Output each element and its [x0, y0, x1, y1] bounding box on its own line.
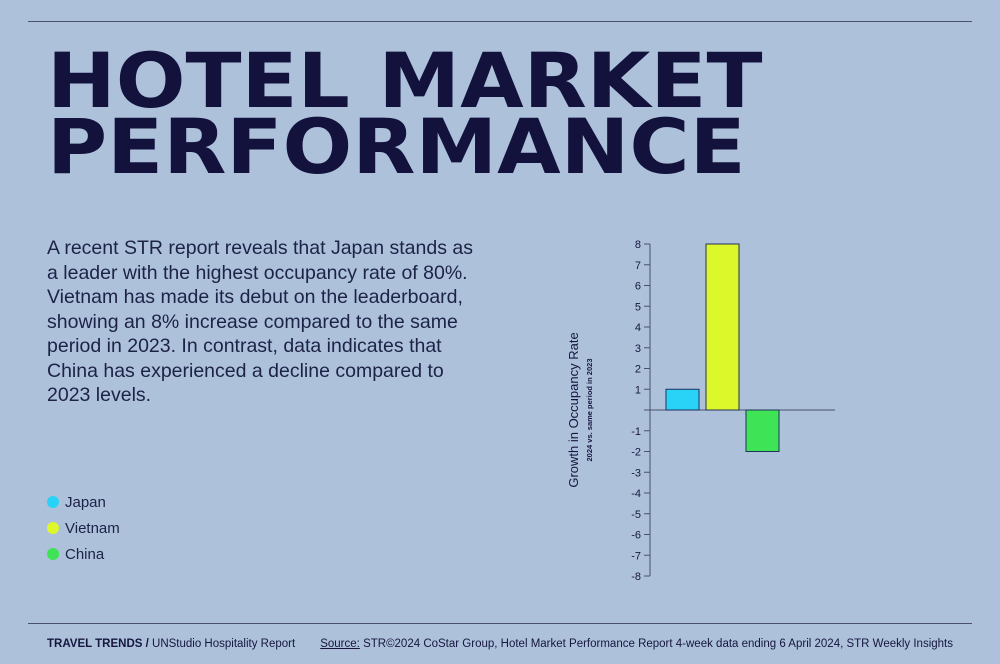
legend-item-vietnam: Vietnam	[47, 515, 120, 541]
y-tick-label: 8	[635, 239, 641, 251]
y-tick-label: -1	[631, 426, 641, 438]
occupancy-bar-chart: 8 7 6 5 4 3 2 1 -1 -2 -3 -4 -5 -6 -7 -8 Growth in Occupa…	[566, 239, 835, 583]
y-tick-label: -3	[631, 467, 641, 479]
legend-dot-vietnam	[47, 522, 59, 534]
y-axis-title: Growth in Occupancy Rate	[566, 332, 581, 487]
y-tick-label: 4	[635, 322, 641, 334]
footer-source-label: Source:	[320, 638, 360, 650]
y-tick-label: 3	[635, 343, 641, 355]
legend-dot-japan	[47, 496, 59, 508]
legend-label-japan: Japan	[65, 493, 106, 511]
bar-japan	[665, 388, 700, 411]
legend-item-japan: Japan	[47, 489, 120, 515]
footer-brand-name: TRAVEL TRENDS /	[47, 638, 149, 650]
title-line-1: HOTEL MARKET	[47, 36, 763, 125]
footer-report-name: UNStudio Hospitality Report	[152, 638, 296, 650]
legend-dot-china	[47, 548, 59, 560]
footer-brand: TRAVEL TRENDS / UNStudio Hospitality Rep…	[47, 638, 295, 650]
legend-label-vietnam: Vietnam	[65, 519, 120, 537]
bar-china	[745, 409, 780, 452]
y-tick-label: -8	[631, 571, 641, 583]
legend: Japan Vietnam China	[47, 489, 120, 567]
y-axis-subtitle: 2024 vs. same period in 2023	[585, 359, 594, 462]
bottom-rule	[28, 623, 972, 624]
legend-item-china: China	[47, 541, 120, 567]
y-tick-label: 5	[635, 301, 641, 313]
y-tick-label: 7	[635, 260, 641, 272]
title-line-2: PERFORMANCE	[47, 102, 746, 191]
y-tick-label: 6	[635, 281, 641, 293]
legend-label-china: China	[65, 545, 105, 563]
page-title: HOTEL MARKET PERFORMANCE	[47, 36, 763, 191]
y-tick-label: -5	[631, 509, 641, 521]
top-rule	[28, 21, 972, 22]
y-tick-label: -7	[631, 550, 641, 562]
footer-source: Source: STR©2024 CoStar Group, Hotel Mar…	[320, 638, 953, 650]
y-tick-label: 2	[635, 364, 641, 376]
y-tick-label: -4	[631, 488, 641, 500]
y-tick-label: -2	[631, 447, 641, 459]
footer-source-text: STR©2024 CoStar Group, Hotel Market Perf…	[363, 638, 953, 650]
y-tick-label: 1	[635, 384, 641, 396]
summary-paragraph: A recent STR report reveals that Japan s…	[47, 237, 473, 406]
bar-vietnam	[705, 243, 740, 411]
y-tick-label: -6	[631, 530, 641, 542]
